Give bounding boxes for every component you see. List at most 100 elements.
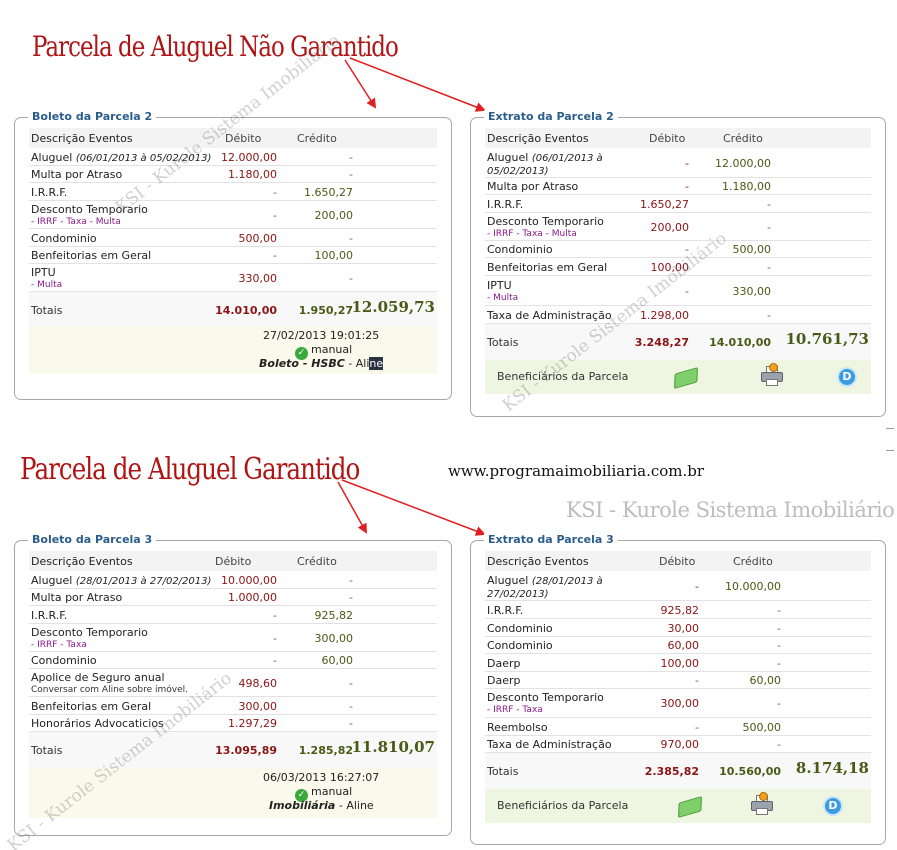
table-row: IPTU - Multa - 330,00 xyxy=(485,276,871,306)
row-credit: - xyxy=(349,677,353,690)
footer-timestamp: 06/03/2013 16:27:07 xyxy=(263,771,380,784)
table-row: IPTU - Multa 330,00 - xyxy=(29,264,437,292)
totals-debit: 13.095,89 xyxy=(215,744,277,757)
footer-sep: - xyxy=(344,357,356,370)
row-debit: - xyxy=(685,243,689,256)
row-desc: Condominio xyxy=(31,232,97,245)
d-circle-icon[interactable]: D xyxy=(837,367,857,387)
row-credit: - xyxy=(349,272,353,285)
row-desc: Multa por Atraso xyxy=(31,591,123,604)
row-credit: 12.000,00 xyxy=(715,157,771,170)
beneficiaries-label: Beneficiários da Parcela xyxy=(497,370,629,383)
row-sub: - IRRF - Taxa xyxy=(487,705,543,715)
row-credit: 10.000,00 xyxy=(725,580,781,593)
row-desc: Aluguel xyxy=(487,574,529,587)
row-debit: 970,00 xyxy=(660,738,700,751)
table-row: Desconto Temporario - IRRF - Taxa - 300,0… xyxy=(29,624,437,652)
totals-label: Totais xyxy=(487,336,519,349)
row-desc: Aluguel xyxy=(31,151,73,164)
row-period: (06/01/2013 à xyxy=(531,153,603,164)
row-sub: - IRRF - Taxa - Multa xyxy=(487,229,577,239)
row-credit: - xyxy=(349,151,353,164)
row-debit: 1.298,00 xyxy=(640,309,689,322)
check-icon: ✓ xyxy=(295,347,308,360)
events-table: Descrição Eventos Débito Crédito Aluguel… xyxy=(29,551,437,818)
row-desc: Desconto Temporario xyxy=(31,626,148,639)
beneficiaries-label: Beneficiários da Parcela xyxy=(497,799,629,812)
row-sub: - Multa xyxy=(31,280,63,290)
totals-row: Totais 14.010,00 1.950,27 12.059,73 xyxy=(29,292,437,326)
row-credit: - xyxy=(349,591,353,604)
row-sub: - Multa xyxy=(487,293,519,303)
totals-grand: 12.059,73 xyxy=(351,298,435,316)
row-debit: - xyxy=(273,654,277,667)
row-debit: 100,00 xyxy=(650,261,690,274)
table-row: Condominio - 500,00 xyxy=(485,241,871,258)
row-credit: 200,00 xyxy=(314,209,354,222)
totals-debit: 14.010,00 xyxy=(215,304,277,317)
col-debit: Débito xyxy=(649,132,686,145)
row-debit: 300,00 xyxy=(660,697,700,710)
money-icon[interactable] xyxy=(674,366,698,390)
row-desc: I.R.R.F. xyxy=(31,609,68,622)
row-desc: Multa por Atraso xyxy=(487,180,579,193)
row-credit: - xyxy=(777,657,781,670)
totals-credit: 10.560,00 xyxy=(719,765,781,778)
footer-status: manual xyxy=(311,785,353,798)
arrow-to-extrato3 xyxy=(341,479,486,536)
panel-title: Extrato da Parcela 3 xyxy=(484,533,618,546)
row-desc: Condominio xyxy=(487,639,553,652)
heading-nao-garantido: Parcela de Aluguel Não Garantido xyxy=(32,30,399,63)
row-debit: - xyxy=(695,674,699,687)
col-debit: Débito xyxy=(659,555,696,568)
totals-label: Totais xyxy=(31,744,63,757)
table-row: I.R.R.F. 1.650,27 - xyxy=(485,195,871,213)
row-debit: 100,00 xyxy=(660,657,700,670)
row-sub: - IRRF - Taxa xyxy=(31,640,87,650)
boleto-footer: 27/02/2013 19:01:25 ✓ manual Boleto - HSB… xyxy=(29,326,437,374)
table-row: Multa por Atraso 1.000,00 - xyxy=(29,589,437,606)
totals-credit: 1.285,82 xyxy=(298,744,353,757)
totals-label: Totais xyxy=(487,765,519,778)
table-header: Descrição Eventos Débito Crédito xyxy=(485,551,871,571)
arrow-to-boleto3 xyxy=(337,481,367,534)
row-credit: - xyxy=(767,261,771,274)
row-desc: Multa por Atraso xyxy=(31,168,123,181)
col-debit: Débito xyxy=(215,555,252,568)
printer-icon[interactable] xyxy=(761,363,783,386)
row-desc: Daerp xyxy=(487,674,521,687)
table-row: Desconto Temporario - IRRF - Taxa 300,00 … xyxy=(485,689,871,718)
row-debit: - xyxy=(685,157,689,170)
row-debit: - xyxy=(273,209,277,222)
table-row: Multa por Atraso - 1.180,00 xyxy=(485,178,871,195)
row-period: (28/01/2013 à 27/02/2013) xyxy=(75,576,212,587)
row-debit: - xyxy=(273,186,277,199)
row-debit: 498,60 xyxy=(238,677,278,690)
row-desc: Desconto Temporario xyxy=(487,215,604,228)
row-debit: 1.297,29 xyxy=(228,717,277,730)
printer-icon[interactable] xyxy=(751,792,773,815)
row-desc: I.R.R.F. xyxy=(487,604,524,617)
row-debit: 1.180,00 xyxy=(228,168,277,181)
row-debit: 1.000,00 xyxy=(228,591,277,604)
row-desc: Honorários Advocaticios xyxy=(31,717,164,730)
table-row: Taxa de Administração 1.298,00 - xyxy=(485,306,871,324)
row-debit: 330,00 xyxy=(238,272,278,285)
row-debit: 30,00 xyxy=(667,622,700,635)
row-desc: Taxa de Administração xyxy=(487,309,612,322)
money-icon[interactable] xyxy=(678,795,702,819)
col-desc: Descrição Eventos xyxy=(31,132,133,145)
row-credit: - xyxy=(777,622,781,635)
table-row: Benfeitorias em Geral 300,00 - xyxy=(29,697,437,715)
row-debit: 10.000,00 xyxy=(221,574,277,587)
row-debit: 60,00 xyxy=(667,639,700,652)
table-header: Descrição Eventos Débito Crédito xyxy=(485,128,871,148)
row-period-end: 27/02/2013) xyxy=(487,589,549,600)
table-row: Benfeitorias em Geral - 100,00 xyxy=(29,247,437,264)
table-row: Condominio 30,00 - xyxy=(485,619,871,637)
table-row: Aluguel (28/01/2013 à 27/02/2013) - 10.00… xyxy=(485,571,871,601)
table-row: Condominio 60,00 - xyxy=(485,637,871,654)
row-credit: - xyxy=(777,738,781,751)
d-circle-icon[interactable]: D xyxy=(823,796,843,816)
table-row: Taxa de Administração 970,00 - xyxy=(485,736,871,753)
